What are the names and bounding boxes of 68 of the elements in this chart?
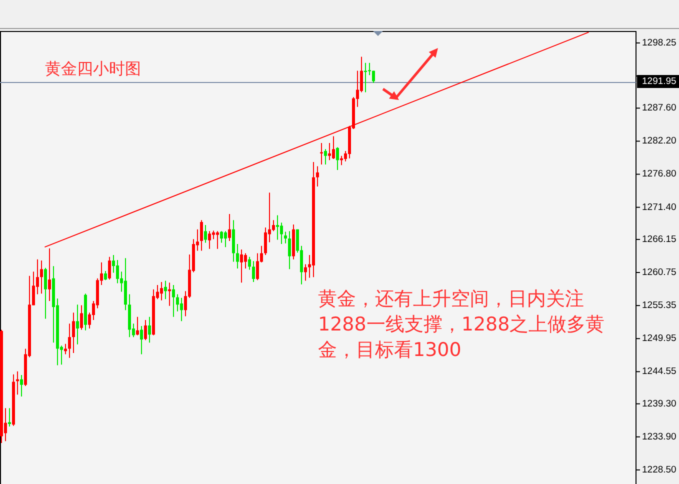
- text: 黄金四小时图: [45, 59, 141, 78]
- candlestick: [368, 62, 371, 76]
- candlestick: [116, 259, 119, 284]
- candlestick: [288, 230, 291, 270]
- candlestick: [336, 146, 339, 170]
- candlestick: [252, 260, 255, 282]
- candlestick: [324, 148, 327, 165]
- candlestick: [236, 244, 239, 270]
- candlestick: [232, 220, 235, 262]
- annotation: 黄金，还有上升空间，日内关注1288一线支撑，1288之上做多黄金，目标看1300: [318, 288, 605, 361]
- y-tick-label: 1233.90: [642, 431, 676, 442]
- candlestick: [200, 220, 203, 252]
- y-tick-label: 1260.75: [642, 267, 676, 278]
- candlestick: [124, 258, 127, 311]
- candlestick: [48, 248, 51, 302]
- y-tick-label: 1266.15: [642, 234, 676, 245]
- candlestick: [224, 230, 227, 248]
- y-tick-label: 1239.30: [642, 398, 676, 410]
- y-tick-label: 1244.55: [642, 366, 676, 378]
- candlestick: [108, 256, 111, 280]
- candlestick: [164, 280, 167, 300]
- candlestick: [228, 214, 231, 242]
- candlestick: [276, 214, 279, 240]
- candlestick: [284, 231, 287, 244]
- y-tick-label: 1249.95: [642, 333, 676, 344]
- candlestick: [216, 230, 219, 250]
- candlestick: [332, 136, 335, 160]
- candlestick: [264, 227, 267, 256]
- candlestick: [256, 252, 259, 281]
- candlestick: [320, 142, 323, 165]
- candlestick: [68, 323, 71, 358]
- ref-line-label: 1291.95: [642, 76, 676, 88]
- y-tick-label: 1271.40: [642, 202, 676, 213]
- y-tick-label: 1276.80: [642, 168, 676, 180]
- candlestick: [316, 166, 319, 187]
- candlestick: [176, 294, 179, 312]
- y-tick-label: 1228.50: [642, 464, 676, 476]
- candlestick: [148, 316, 151, 344]
- candlestick: [64, 343, 67, 355]
- candlestick: [240, 249, 243, 284]
- y-tick-label: 1255.35: [642, 300, 676, 312]
- candlestick: [40, 260, 43, 294]
- candlestick: [76, 304, 79, 345]
- candlestick: [204, 224, 207, 244]
- candlestick: [280, 222, 283, 245]
- candlestick: [20, 374, 23, 397]
- candlestick: [44, 267, 47, 320]
- candlestick: [248, 256, 251, 270]
- candlestick: [8, 408, 11, 427]
- y-tick-label: 1282.20: [642, 136, 676, 147]
- candlestick: [244, 252, 247, 270]
- candlestick: [144, 319, 147, 341]
- candlestick: [304, 264, 307, 282]
- candlestick: [208, 230, 211, 250]
- candlestick: [160, 281, 163, 301]
- candlestick: [272, 220, 275, 232]
- candlestick: [172, 284, 175, 318]
- candlestick: [180, 297, 183, 322]
- candlestick: [80, 304, 83, 330]
- y-tick-label: 1287.60: [642, 102, 676, 114]
- candlestick: [72, 312, 75, 354]
- candlestick: [372, 70, 375, 84]
- candlestick: [140, 326, 143, 355]
- candlestick: [220, 230, 223, 244]
- candlestick: [328, 142, 331, 161]
- candlestick: [104, 270, 107, 281]
- y-tick-label: 1298.25: [642, 37, 676, 48]
- candlestick: [136, 316, 139, 336]
